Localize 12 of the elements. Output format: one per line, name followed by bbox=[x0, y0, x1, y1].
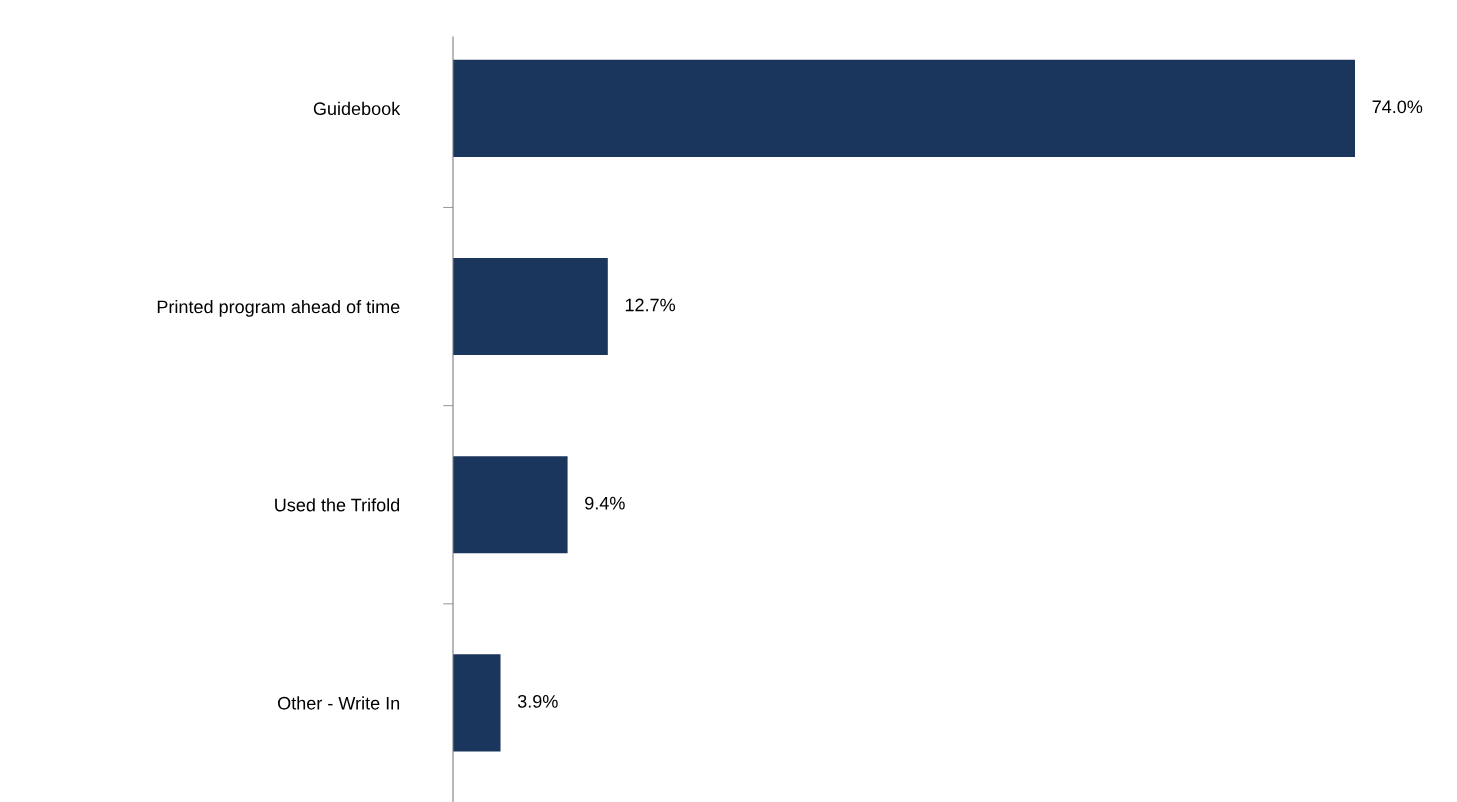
data-label: 12.7% bbox=[625, 298, 676, 312]
bar bbox=[453, 257, 608, 356]
y-tick-label: Guidebook bbox=[313, 101, 401, 116]
y-tick-label: Printed program ahead of time bbox=[157, 299, 400, 317]
y-tick-label: Used the Trifold bbox=[275, 498, 400, 512]
bar bbox=[453, 456, 568, 554]
y-tick-label: Other - Write In bbox=[278, 696, 400, 710]
bar bbox=[453, 654, 501, 752]
data-label: 3.9% bbox=[517, 694, 558, 708]
bar bbox=[453, 59, 1355, 157]
data-label: 74.0% bbox=[1372, 100, 1423, 114]
data-label: 9.4% bbox=[585, 496, 625, 510]
